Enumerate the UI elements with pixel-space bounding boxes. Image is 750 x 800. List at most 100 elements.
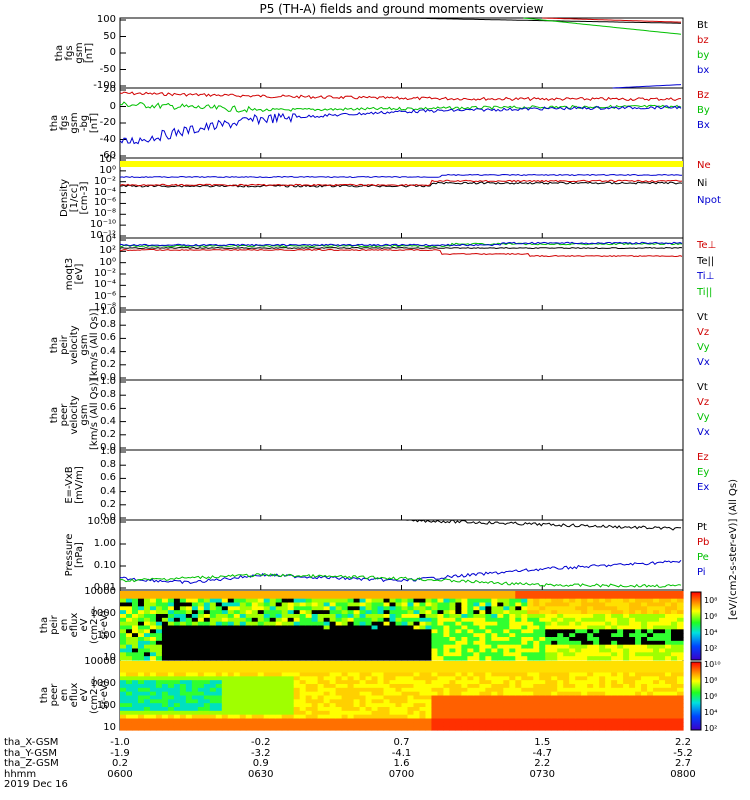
series-temp-Te-perp (119, 248, 683, 258)
ytick-label-peir_en-1: 1000 (90, 608, 116, 619)
colorbar-tick-2: 10⁴ (704, 628, 718, 637)
ephem-value-2-4: 2.7 (675, 758, 691, 769)
panel-frame-peir_vel (119, 309, 684, 381)
ytick-label-temp-6: 10⁻⁸ (93, 302, 116, 313)
ytick-label-peir_vel-4: 0.2 (100, 358, 116, 370)
ephem-value-0-0: -1.0 (110, 737, 130, 748)
ytick-label-density-3: 10⁻⁴ (93, 186, 116, 198)
legend-peir_vel-3: Vx (697, 357, 710, 368)
ytick-label-fgs_gsm-1: 50 (103, 30, 116, 42)
ytick-label-peer_en-1: 1000 (90, 678, 116, 689)
series-temp-Ti-perp (119, 241, 683, 247)
ytick-label-peer_vel-1: 0.8 (100, 389, 116, 401)
ylabel-density: Density [1/cc] [cm-3] (59, 178, 90, 218)
ylabel-peer_vel: tha peer velocity gsm [km/s (All Qs)] (49, 378, 100, 450)
legend-fgs_gsm-3: bx (697, 65, 710, 76)
legend-peer_vel-0: Vt (697, 382, 708, 393)
colorbar-label: [eV/(cm2-s-ster-eV)] (All Qs) (728, 479, 739, 620)
series-density-Npot (119, 173, 683, 179)
ytick-label-peir_vel-0: 1.0 (100, 306, 116, 317)
ephem-label-1: tha_Y-GSM (4, 747, 58, 759)
legend-fgs_gsm-1: bz (697, 35, 709, 46)
legend-density-1: Ni (697, 177, 708, 189)
legend-peir_vel-2: Vy (697, 342, 710, 353)
ytick-label-peir_vel-1: 0.8 (100, 319, 116, 331)
ytick-label-peir_en-2: 100 (96, 630, 116, 641)
ytick-label-pressure-3: 0.01 (93, 582, 116, 593)
series-fgs_gsm-bx (612, 84, 682, 89)
colorbar-tick-4: 10¹⁰ (704, 660, 721, 669)
colorbar-tick-8: 10² (704, 724, 718, 733)
ephem-value-2-0: 0.2 (112, 758, 128, 769)
ytick-label-fgs_gsm-4: -100 (93, 80, 116, 91)
ytick-label-peer_vel-3: 0.4 (100, 415, 116, 427)
ytick-label-peir_vel-2: 0.6 (100, 332, 116, 344)
ephem-label-0: tha_X-GSM (4, 737, 59, 748)
ytick-label-temp-2: 10⁰ (99, 256, 116, 268)
ytick-label-temp-3: 10⁻² (93, 268, 116, 279)
ytick-label-density-0: 10² (99, 154, 116, 165)
density-quality-band (120, 161, 683, 167)
colorbar-peir (690, 591, 702, 661)
legend-density-2: Npot (697, 195, 721, 206)
series-temp-Ti-par (119, 242, 683, 248)
series-pressure-Pt (401, 519, 681, 531)
colorbar-tick-0: 10⁸ (704, 596, 718, 605)
legend-fgs_gsm_dsl-2: Bx (697, 120, 710, 131)
ephem-date: 2019 Dec 16 (4, 779, 68, 790)
series-fgs_gsm-Bt (401, 17, 681, 24)
ytick-label-peir_vel-3: 0.4 (100, 345, 116, 357)
legend-peer_vel-3: Vx (697, 427, 710, 438)
panel-frame-pressure (119, 519, 684, 591)
ytick-label-fgs_gsm_dsl-4: -60 (99, 150, 116, 161)
ytick-label-density-6: 10⁻¹⁰ (89, 219, 116, 231)
colorbar-tick-1: 10⁶ (704, 612, 718, 621)
legend-temp-0: Te⊥ (697, 240, 717, 251)
series-pressure-Pe (119, 572, 682, 588)
ytick-label-fgs_gsm-2: 0 (109, 47, 116, 58)
legend-pressure-2: Pe (697, 552, 709, 563)
ytick-label-peer_vel-4: 0.2 (100, 428, 116, 440)
ylabel-peir_vel: tha peir velocity gsm [km/s (All Qs)] (49, 308, 100, 380)
ylabel-peer_en: tha peer en eflux eV (cm2-s- sr-eV) (39, 676, 110, 714)
colorbar-tick-3: 10² (704, 644, 718, 653)
legend-fgs_gsm-0: Bt (697, 20, 708, 31)
spectrogram-peer (120, 661, 684, 731)
ytick-label-peer_vel-2: 0.6 (100, 402, 116, 414)
ytick-label-fgs_gsm_dsl-2: -20 (99, 117, 116, 128)
ephem-value-0-3: 1.5 (534, 737, 551, 748)
ytick-label-fgs_gsm-3: -50 (99, 63, 116, 75)
ytick-label-fgs_gsm_dsl-0: 20 (103, 84, 116, 95)
legend-peir_vel-0: Vt (697, 312, 708, 323)
ephem-value-3-3: 0730 (529, 768, 555, 780)
ephem-value-1-3: -4.7 (532, 747, 552, 759)
colorbar-tick-5: 10⁸ (704, 676, 718, 685)
panel-frame-fgs_gsm (119, 17, 684, 89)
ytick-label-density-5: 10⁻⁸ (93, 208, 116, 220)
ytick-label-density-1: 10⁰ (99, 164, 116, 176)
spectrogram-peir (120, 591, 684, 661)
ylabel-fgs_gsm: tha fgs gsm [nT] (54, 42, 95, 64)
legend-pressure-0: Pt (697, 522, 707, 533)
legend-peer_vel-2: Vy (697, 412, 710, 423)
ytick-label-density-7: 10⁻¹² (89, 230, 116, 241)
legend-fgs_gsm-2: by (697, 50, 710, 61)
ytick-label-fgs_gsm-0: 100 (96, 14, 116, 25)
colorbar-peer (690, 661, 702, 731)
legend-peer_vel-1: Vz (697, 397, 710, 408)
series-fgs_gsm_dsl-By (119, 101, 682, 113)
ephem-value-3-0: 0600 (107, 768, 133, 780)
ytick-label-peer_en-0: 10000 (84, 656, 116, 667)
colorbar-tick-6: 10⁶ (704, 692, 718, 701)
ytick-label-pressure-2: 0.10 (93, 560, 116, 571)
legend-pressure-3: Pi (697, 567, 706, 578)
ytick-label-efield-1: 0.8 (100, 459, 116, 471)
ephem-value-0-4: 2.2 (675, 737, 691, 748)
ephem-value-1-1: -3.2 (250, 747, 271, 759)
ephem-value-0-2: 0.7 (393, 737, 410, 748)
ytick-label-density-2: 10⁻² (93, 175, 116, 187)
ephem-value-2-2: 1.6 (393, 758, 410, 769)
series-fgs_gsm_dsl-Bz (119, 91, 681, 102)
ytick-label-efield-0: 1.0 (100, 446, 116, 457)
